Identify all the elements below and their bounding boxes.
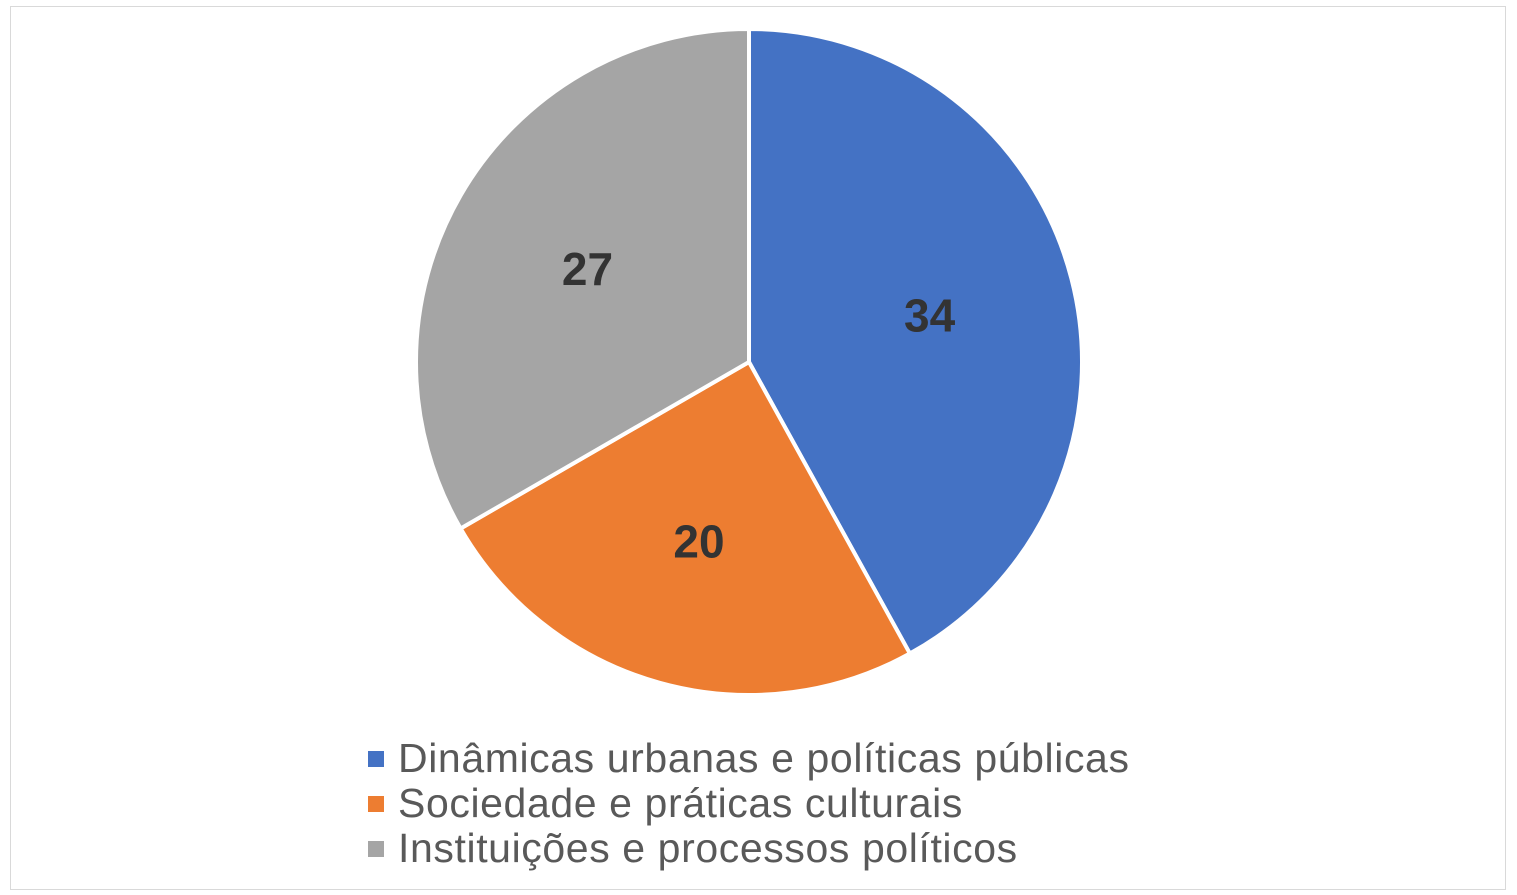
legend-item-dinamicas: Dinâmicas urbanas e políticas públicas (368, 735, 1130, 781)
pie-data-labels: 34 20 27 (562, 243, 956, 568)
data-label-sociedade: 20 (673, 516, 724, 568)
legend-label-sociedade: Sociedade e práticas culturais (398, 780, 963, 826)
pie-slices (414, 27, 1084, 698)
pie-slice-dinamicas (747, 27, 1084, 656)
legend-swatch-dinamicas (368, 750, 384, 767)
legend-label-instituicoes: Instituições e processos políticos (398, 825, 1018, 871)
legend: Dinâmicas urbanas e políticas públicas S… (368, 735, 1130, 871)
legend-swatch-sociedade (368, 795, 384, 812)
pie-slice-sociedade (458, 360, 912, 698)
legend-label-dinamicas: Dinâmicas urbanas e políticas públicas (398, 735, 1130, 781)
legend-item-sociedade: Sociedade e práticas culturais (368, 780, 1130, 826)
pie-slice-instituicoes (414, 27, 751, 531)
legend-item-instituicoes: Instituições e processos políticos (368, 825, 1130, 871)
data-label-instituicoes: 27 (562, 243, 613, 295)
pie-chart: 34 20 27 (414, 27, 1084, 698)
legend-swatch-instituicoes (368, 840, 384, 857)
data-label-dinamicas: 34 (904, 289, 956, 341)
